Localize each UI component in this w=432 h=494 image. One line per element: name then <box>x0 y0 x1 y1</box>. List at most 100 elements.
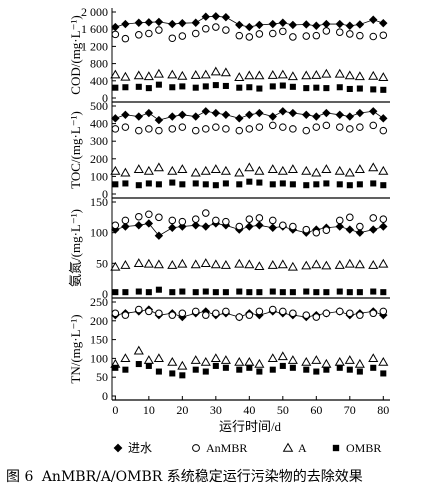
data-point <box>121 222 130 231</box>
data-point <box>145 307 153 316</box>
data-point <box>311 259 322 269</box>
data-point <box>289 83 296 90</box>
data-point <box>234 356 245 366</box>
data-point <box>177 70 188 80</box>
data-point <box>335 19 344 29</box>
panel-cod-y-axis-label: COD/(mg·L⁻¹) <box>68 15 83 94</box>
data-point <box>379 126 388 135</box>
data-point <box>368 353 379 363</box>
data-point <box>312 228 321 237</box>
panel-cod-y-tick-label: 1 200 <box>81 39 108 53</box>
data-point <box>268 112 277 121</box>
series-nh3-AnMBR <box>111 209 388 237</box>
data-point <box>178 309 187 318</box>
data-point <box>269 288 276 295</box>
data-point <box>191 29 200 38</box>
data-point <box>212 82 219 89</box>
data-point <box>356 31 364 40</box>
data-point <box>145 85 152 92</box>
data-point <box>254 261 265 271</box>
data-point <box>245 215 254 223</box>
data-point <box>121 311 130 319</box>
data-point <box>220 355 231 364</box>
data-point <box>255 30 264 38</box>
data-point <box>277 69 288 79</box>
panel-cod-y-tick-label: 0 <box>102 91 108 105</box>
data-point <box>255 123 264 131</box>
data-point <box>312 21 321 30</box>
data-point <box>111 309 120 318</box>
data-point <box>368 70 379 80</box>
data-point <box>336 288 343 295</box>
x-tick-label: 40 <box>243 403 255 417</box>
data-point <box>287 261 298 271</box>
data-point <box>121 216 130 225</box>
data-point <box>269 181 276 188</box>
series-cod-OMBR <box>112 81 387 93</box>
data-point <box>354 164 365 174</box>
panel-cod-y-tick-label: 2 000 <box>81 5 108 19</box>
data-point <box>222 26 230 34</box>
data-point <box>121 19 130 29</box>
data-point <box>246 178 253 185</box>
data-point <box>254 358 265 368</box>
data-point <box>178 32 187 40</box>
data-point <box>190 70 201 79</box>
x-tick-label: 50 <box>277 403 289 417</box>
data-point <box>192 84 199 91</box>
data-point <box>201 222 210 231</box>
data-point <box>167 165 178 175</box>
data-point <box>179 83 186 90</box>
data-point <box>379 215 388 223</box>
data-point <box>323 366 330 373</box>
data-point <box>168 311 177 319</box>
x-axis: 0 10 20 30 40 50 60 70 80 <box>112 396 389 417</box>
data-point <box>236 366 243 373</box>
data-point <box>287 164 298 174</box>
data-point <box>356 123 364 131</box>
data-point <box>201 107 210 116</box>
legend-entry-A: A <box>282 441 307 455</box>
data-point <box>211 12 221 21</box>
data-point <box>380 86 387 93</box>
series-toc-OMBR <box>112 178 387 189</box>
data-point <box>167 69 178 79</box>
data-point <box>121 110 130 119</box>
data-point <box>168 34 177 43</box>
data-point <box>210 66 221 76</box>
series-toc-进水 <box>111 107 388 125</box>
data-point <box>255 108 264 118</box>
panel-nh3-y-tick-label: 150 <box>90 195 108 209</box>
data-point <box>154 115 164 125</box>
data-point <box>234 72 245 82</box>
data-point <box>379 18 388 28</box>
data-point <box>303 182 310 189</box>
data-point <box>235 31 244 40</box>
data-point <box>369 121 378 130</box>
data-point <box>222 364 229 371</box>
data-point <box>245 311 254 319</box>
data-point <box>255 20 264 30</box>
data-point <box>122 366 129 373</box>
data-point <box>289 181 296 188</box>
data-point <box>192 289 199 296</box>
data-point <box>179 181 186 188</box>
data-point <box>322 27 331 35</box>
data-point <box>354 358 365 368</box>
data-point <box>168 223 177 232</box>
data-point <box>378 356 389 366</box>
panel-toc-y-tick-label: 200 <box>90 152 108 166</box>
legend-entry-OMBR: OMBR <box>332 441 381 455</box>
data-point <box>210 259 221 269</box>
data-point <box>369 309 378 318</box>
data-point <box>288 20 298 30</box>
data-point <box>356 289 363 296</box>
data-point <box>312 313 321 321</box>
data-point <box>153 259 164 269</box>
legend-label: 进水 <box>128 441 152 455</box>
data-point <box>335 216 344 225</box>
data-point <box>246 84 253 91</box>
data-point <box>334 68 345 78</box>
data-point <box>279 221 287 230</box>
